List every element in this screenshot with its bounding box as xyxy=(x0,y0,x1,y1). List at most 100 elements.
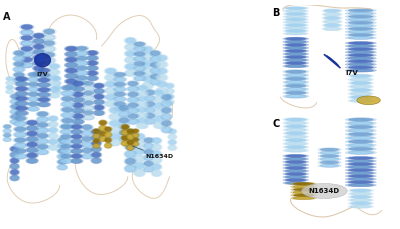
Ellipse shape xyxy=(118,104,130,111)
Ellipse shape xyxy=(285,132,306,135)
Ellipse shape xyxy=(93,88,105,94)
Ellipse shape xyxy=(285,118,306,121)
Ellipse shape xyxy=(126,113,140,119)
Ellipse shape xyxy=(71,91,85,97)
Ellipse shape xyxy=(60,159,72,163)
Ellipse shape xyxy=(145,119,155,124)
Ellipse shape xyxy=(32,38,45,44)
Ellipse shape xyxy=(59,153,73,159)
Ellipse shape xyxy=(75,70,89,76)
Ellipse shape xyxy=(81,124,94,131)
Ellipse shape xyxy=(48,75,61,81)
Ellipse shape xyxy=(345,24,376,27)
Ellipse shape xyxy=(283,9,309,13)
Ellipse shape xyxy=(66,52,77,57)
Ellipse shape xyxy=(345,162,376,166)
Ellipse shape xyxy=(166,83,174,88)
Ellipse shape xyxy=(10,104,20,109)
Ellipse shape xyxy=(13,132,28,138)
Ellipse shape xyxy=(285,56,306,58)
Ellipse shape xyxy=(108,139,121,146)
Ellipse shape xyxy=(14,56,24,61)
Ellipse shape xyxy=(76,46,88,51)
Ellipse shape xyxy=(357,96,380,105)
Ellipse shape xyxy=(62,96,73,101)
Ellipse shape xyxy=(66,74,77,78)
Ellipse shape xyxy=(155,74,168,81)
Ellipse shape xyxy=(66,57,77,62)
Ellipse shape xyxy=(152,151,161,157)
Ellipse shape xyxy=(283,29,309,32)
Ellipse shape xyxy=(49,64,60,69)
Ellipse shape xyxy=(72,114,84,119)
Ellipse shape xyxy=(293,185,314,188)
Ellipse shape xyxy=(121,136,129,140)
Ellipse shape xyxy=(318,151,341,155)
Ellipse shape xyxy=(90,134,102,141)
Ellipse shape xyxy=(82,136,92,142)
Ellipse shape xyxy=(64,62,79,68)
Ellipse shape xyxy=(128,103,138,108)
Ellipse shape xyxy=(285,88,306,91)
Ellipse shape xyxy=(285,70,306,73)
Ellipse shape xyxy=(141,75,154,83)
Ellipse shape xyxy=(14,91,29,96)
Ellipse shape xyxy=(324,16,340,20)
Ellipse shape xyxy=(26,147,39,153)
Ellipse shape xyxy=(9,163,20,170)
Ellipse shape xyxy=(125,144,136,150)
Ellipse shape xyxy=(28,87,39,91)
Ellipse shape xyxy=(6,90,14,94)
Ellipse shape xyxy=(125,136,136,143)
Ellipse shape xyxy=(133,154,146,162)
Ellipse shape xyxy=(283,58,309,62)
Ellipse shape xyxy=(322,27,342,31)
Ellipse shape xyxy=(142,83,153,89)
Ellipse shape xyxy=(127,134,134,139)
Ellipse shape xyxy=(64,68,79,74)
Ellipse shape xyxy=(20,40,34,46)
Ellipse shape xyxy=(162,101,171,107)
Ellipse shape xyxy=(290,196,317,200)
Ellipse shape xyxy=(105,101,116,107)
Ellipse shape xyxy=(124,143,137,151)
Ellipse shape xyxy=(37,102,51,107)
Ellipse shape xyxy=(162,114,171,120)
Ellipse shape xyxy=(83,91,94,95)
Ellipse shape xyxy=(76,61,88,65)
Ellipse shape xyxy=(82,90,95,96)
Ellipse shape xyxy=(150,80,160,85)
Ellipse shape xyxy=(92,135,101,140)
Ellipse shape xyxy=(283,61,309,65)
Ellipse shape xyxy=(285,59,306,61)
Ellipse shape xyxy=(149,79,162,85)
Ellipse shape xyxy=(75,56,89,61)
Ellipse shape xyxy=(2,137,12,142)
Ellipse shape xyxy=(70,144,83,149)
Ellipse shape xyxy=(42,34,56,41)
Ellipse shape xyxy=(82,85,95,91)
Ellipse shape xyxy=(13,115,28,121)
Ellipse shape xyxy=(285,91,306,94)
Ellipse shape xyxy=(82,81,95,86)
Ellipse shape xyxy=(133,56,146,62)
Ellipse shape xyxy=(92,143,100,149)
Ellipse shape xyxy=(16,91,28,96)
Ellipse shape xyxy=(28,97,39,101)
Ellipse shape xyxy=(12,66,26,72)
Ellipse shape xyxy=(145,101,155,107)
Ellipse shape xyxy=(350,78,371,81)
Ellipse shape xyxy=(16,82,28,86)
Ellipse shape xyxy=(34,44,44,49)
Ellipse shape xyxy=(105,68,116,74)
Ellipse shape xyxy=(136,117,149,123)
Ellipse shape xyxy=(99,136,107,142)
Ellipse shape xyxy=(124,165,137,173)
Ellipse shape xyxy=(285,84,306,87)
Ellipse shape xyxy=(127,145,134,150)
Ellipse shape xyxy=(105,75,116,81)
Ellipse shape xyxy=(137,107,148,112)
Ellipse shape xyxy=(160,107,172,114)
Ellipse shape xyxy=(168,140,176,145)
Ellipse shape xyxy=(348,45,373,47)
